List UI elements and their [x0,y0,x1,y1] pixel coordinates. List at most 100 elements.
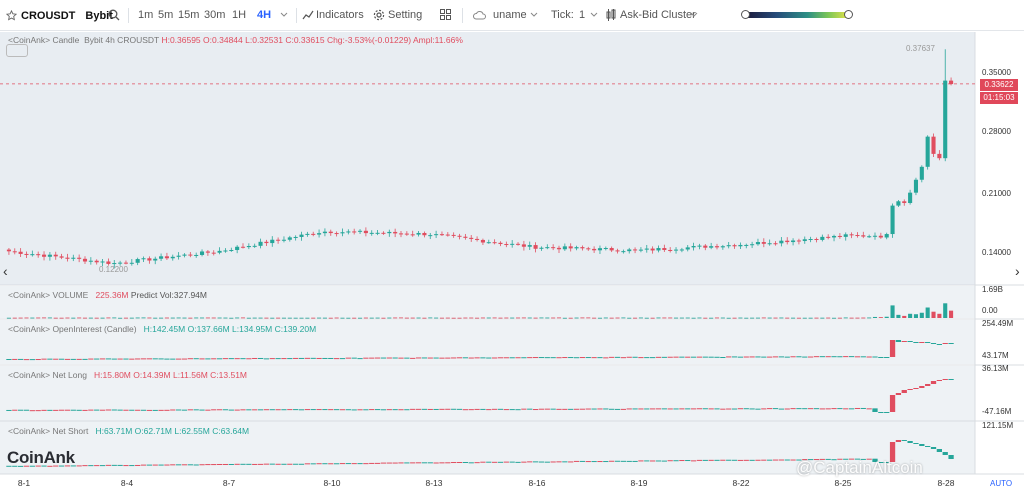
net-long-candle[interactable] [64,409,71,411]
net-long-candle[interactable] [807,408,814,410]
net-short-candle[interactable] [29,465,35,467]
candle[interactable] [36,251,41,258]
oi-candle[interactable] [825,356,831,358]
net-long-candle[interactable] [532,409,539,411]
candle[interactable] [258,238,263,249]
net-short-candle[interactable] [275,463,281,465]
net-short-candle[interactable] [216,463,223,465]
net-long-candle[interactable] [281,409,287,411]
net-short-candle[interactable] [369,462,375,464]
candle[interactable] [41,251,47,261]
oi-candle[interactable] [53,358,59,360]
net-short-candle[interactable] [538,461,545,463]
candle[interactable] [387,229,392,237]
volume-bar[interactable] [88,317,93,319]
oi-candle[interactable] [720,357,726,359]
volume-bar[interactable] [65,317,70,319]
net-short-candle[interactable] [837,458,843,460]
volume-bar[interactable] [492,317,497,319]
net-short-candle[interactable] [767,459,773,461]
oi-candle[interactable] [515,357,521,359]
volume-bar[interactable] [205,317,210,319]
candle[interactable] [398,230,404,238]
net-long-candle[interactable] [585,408,591,410]
volume-bar[interactable] [199,317,205,319]
net-long-candle[interactable] [772,408,779,410]
oi-candle[interactable] [240,358,246,360]
user-selector[interactable]: uname [493,9,527,21]
candle[interactable] [135,257,140,266]
chevron-down-icon[interactable] [530,12,538,18]
net-short-candle[interactable] [451,462,457,464]
net-long-candle[interactable] [749,408,755,410]
oi-candle[interactable] [357,358,363,360]
oi-candle[interactable] [304,357,311,359]
volume-bar[interactable] [53,317,58,319]
auto-scale-button[interactable]: AUTO [990,479,1013,488]
volume-bar[interactable] [878,317,883,318]
net-long-candle[interactable] [316,409,322,411]
oi-candle[interactable] [884,357,890,358]
candle[interactable] [843,232,848,241]
oi-candle[interactable] [187,358,193,360]
candle[interactable] [603,246,608,251]
net-long-candle[interactable] [843,408,849,410]
oi-candle[interactable] [6,359,12,361]
net-short-candle[interactable] [784,459,790,461]
candle[interactable] [609,246,614,253]
net-short-candle[interactable] [380,462,387,464]
volume-bar[interactable] [147,317,152,319]
net-long-candle[interactable] [310,409,316,411]
oi-candle[interactable] [58,358,65,360]
net-short-candle[interactable] [673,460,679,462]
symbol-name[interactable]: CROUSDT [21,9,76,22]
net-short-candle[interactable] [328,463,334,465]
candle[interactable] [943,49,948,162]
net-short-candle[interactable] [94,465,100,467]
candle[interactable] [428,232,433,240]
volume-bar[interactable] [422,317,427,319]
net-short-candle[interactable] [246,463,252,465]
candle[interactable] [592,246,597,253]
net-long-candle[interactable] [222,409,229,411]
net-long-candle[interactable] [667,408,673,410]
volume-bar[interactable] [299,317,304,319]
volume-bar[interactable] [556,317,562,319]
net-long-candle[interactable] [655,408,662,410]
volume-bar[interactable] [41,317,47,319]
volume-bar[interactable] [106,317,111,319]
volume-bar[interactable] [843,317,848,319]
net-long-candle[interactable] [345,409,351,411]
volume-bar[interactable] [925,307,930,319]
net-long-candle[interactable] [784,408,790,410]
net-long-candle[interactable] [293,409,299,411]
net-long-candle[interactable] [181,409,188,411]
candle[interactable] [545,244,550,250]
oi-candle[interactable] [626,356,632,358]
candle[interactable] [357,229,363,235]
net-short-candle[interactable] [702,459,708,461]
range-slider-handle-right[interactable] [844,10,853,19]
net-short-candle[interactable] [152,464,158,466]
oi-candle[interactable] [287,358,293,360]
volume-bar[interactable] [796,317,801,319]
net-short-candle[interactable] [597,461,603,463]
candle[interactable] [18,248,23,257]
candle[interactable] [802,236,807,244]
volume-bar[interactable] [36,317,41,319]
candle[interactable] [164,252,169,261]
net-long-candle[interactable] [17,409,24,411]
candle[interactable] [439,231,445,236]
volume-bar[interactable] [486,317,491,319]
net-short-candle[interactable] [41,465,47,467]
volume-bar[interactable] [416,317,421,319]
oi-candle[interactable] [813,356,820,358]
volume-bar[interactable] [597,317,603,319]
net-short-candle[interactable] [433,462,439,464]
interval-5m[interactable]: 5m [158,9,174,21]
volume-bar[interactable] [12,317,17,319]
candle[interactable] [650,246,655,254]
net-long-candle[interactable] [714,408,720,410]
candle[interactable] [820,234,825,242]
net-long-candle[interactable] [778,408,785,410]
